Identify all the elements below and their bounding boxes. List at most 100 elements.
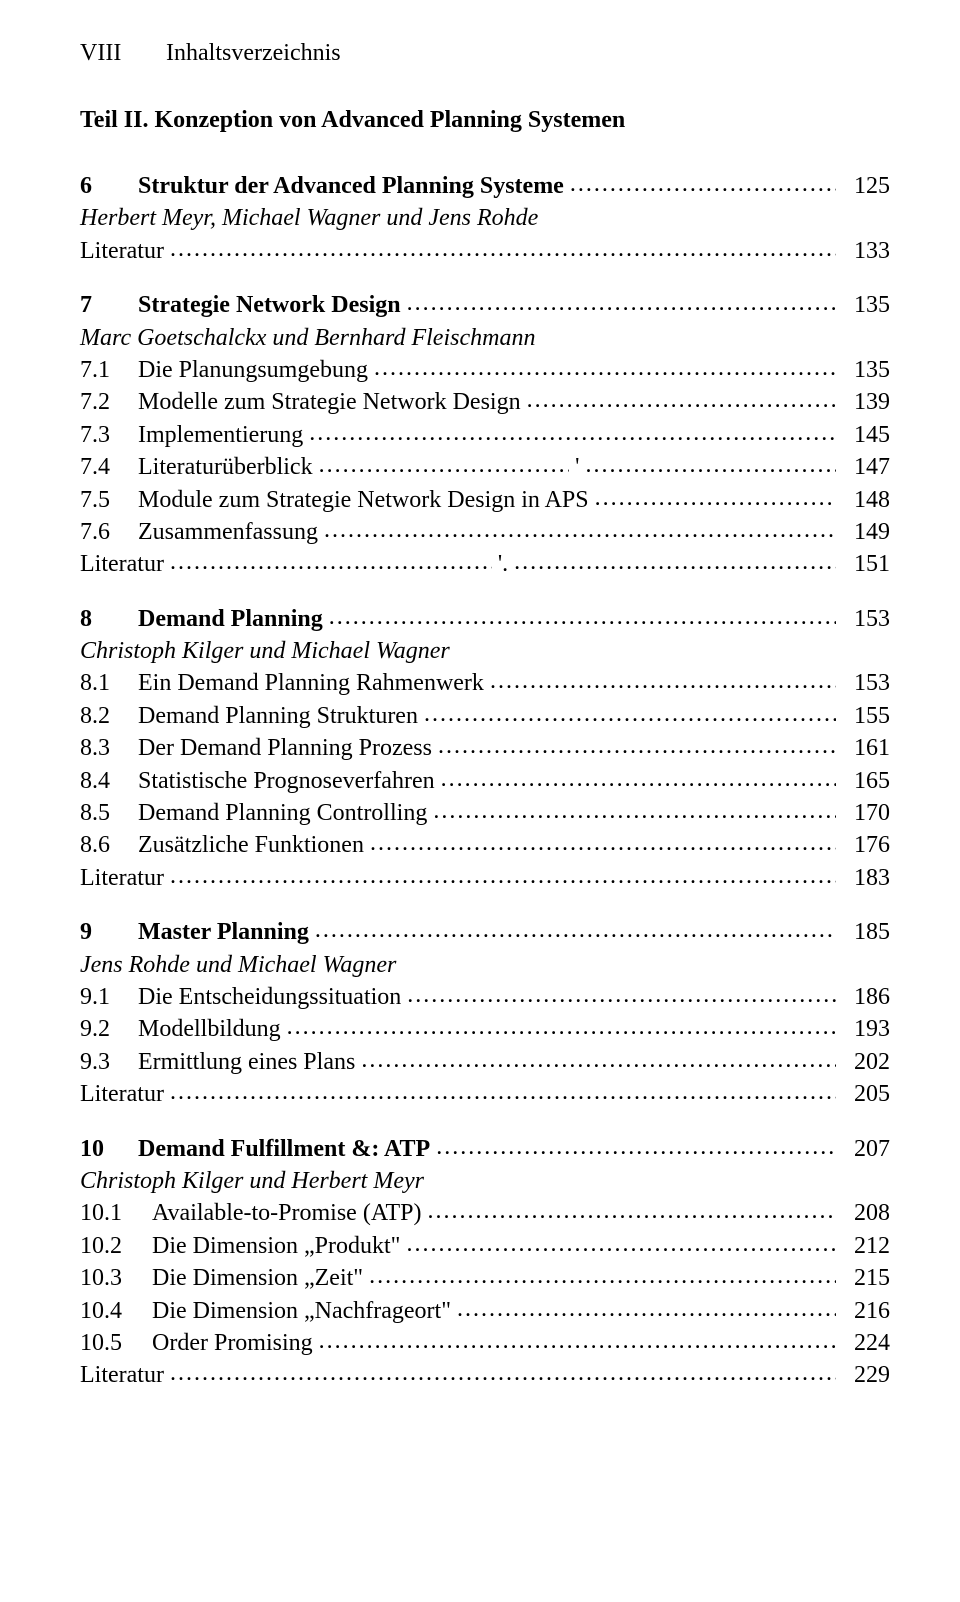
dot-leader bbox=[370, 827, 836, 859]
dot-leader bbox=[170, 546, 492, 578]
toc-entry: 7.4 Literaturüberblick ' 147 bbox=[80, 451, 890, 483]
dot-leader bbox=[170, 233, 836, 265]
page-ref: 207 bbox=[842, 1133, 890, 1165]
chapter-number: 7 bbox=[80, 289, 138, 321]
toc-entry: 8.2 Demand Planning Strukturen 155 bbox=[80, 700, 890, 732]
page-ref: 165 bbox=[842, 765, 890, 797]
page-ref: 229 bbox=[842, 1359, 890, 1391]
toc-entry: 8.5 Demand Planning Controlling 170 bbox=[80, 797, 890, 829]
page-ref: 153 bbox=[842, 667, 890, 699]
dot-leader bbox=[329, 601, 836, 633]
toc-entry: 10 Demand Fulfillment &: ATP 207 bbox=[80, 1133, 890, 1165]
chapter-number: 9 bbox=[80, 916, 138, 948]
chapter-authors: Christoph Kilger und Michael Wagner bbox=[80, 635, 890, 667]
toc-entry: 8.6 Zusätzliche Funktionen 176 bbox=[80, 829, 890, 861]
toc-entry: 10.4 Die Dimension „Nachfrageort" 216 bbox=[80, 1295, 890, 1327]
toc-entry: 7.2 Modelle zum Strategie Network Design… bbox=[80, 386, 890, 418]
section-title: Module zum Strategie Network Design in A… bbox=[138, 484, 589, 516]
section-number: 10.4 bbox=[80, 1295, 152, 1327]
part-title: Teil II. Konzeption von Advanced Plannin… bbox=[80, 107, 890, 134]
dot-leader bbox=[361, 1044, 836, 1076]
toc-entry: 7.3 Implementierung 145 bbox=[80, 419, 890, 451]
page-ref: 185 bbox=[842, 916, 890, 948]
dot-leader bbox=[406, 1228, 836, 1260]
toc-entry: Literatur 133 bbox=[80, 235, 890, 267]
toc-entry: Literatur 229 bbox=[80, 1359, 890, 1391]
section-number: 8.4 bbox=[80, 765, 138, 797]
section-number: 8.2 bbox=[80, 700, 138, 732]
page-ref: 139 bbox=[842, 386, 890, 418]
chapter-title: Master Planning bbox=[138, 916, 309, 948]
section-number: 8.5 bbox=[80, 797, 138, 829]
page-ref: 147 bbox=[842, 451, 890, 483]
section-number: 7.5 bbox=[80, 484, 138, 516]
toc-entry: Literatur 183 bbox=[80, 862, 890, 894]
page-number-roman: VIII bbox=[80, 40, 160, 67]
dot-leader bbox=[441, 763, 836, 795]
dot-leader bbox=[595, 482, 836, 514]
dot-leader bbox=[490, 665, 836, 697]
toc-entry: 6 Struktur der Advanced Planning Systeme… bbox=[80, 170, 890, 202]
section-title: Available-to-Promise (ATP) bbox=[152, 1197, 422, 1229]
page-ref: 186 bbox=[842, 981, 890, 1013]
page-ref: 151 bbox=[842, 548, 890, 580]
section-number: 7.6 bbox=[80, 516, 138, 548]
mark: ' bbox=[575, 451, 579, 483]
toc-chapter-6: 6 Struktur der Advanced Planning Systeme… bbox=[80, 170, 890, 267]
page-ref: 135 bbox=[842, 289, 890, 321]
section-number: 9.1 bbox=[80, 981, 138, 1013]
page-ref: 208 bbox=[842, 1197, 890, 1229]
dot-leader bbox=[457, 1293, 836, 1325]
toc-entry: 7 Strategie Network Design 135 bbox=[80, 289, 890, 321]
section-title: Die Planungsumgebung bbox=[138, 354, 368, 386]
dot-leader bbox=[570, 168, 836, 200]
section-number: 7.2 bbox=[80, 386, 138, 418]
toc-entry: Literatur 205 bbox=[80, 1078, 890, 1110]
toc-chapter-10: 10 Demand Fulfillment &: ATP 207 Christo… bbox=[80, 1133, 890, 1392]
toc-chapter-8: 8 Demand Planning 153 Christoph Kilger u… bbox=[80, 603, 890, 895]
toc-entry: 7.6 Zusammenfassung 149 bbox=[80, 516, 890, 548]
page-ref: 224 bbox=[842, 1327, 890, 1359]
page-ref: 145 bbox=[842, 419, 890, 451]
toc-entry: 8.4 Statistische Prognoseverfahren 165 bbox=[80, 765, 890, 797]
page-ref: 153 bbox=[842, 603, 890, 635]
dot-leader bbox=[319, 449, 570, 481]
dot-leader bbox=[374, 352, 836, 384]
section-title: Die Dimension „Zeit" bbox=[152, 1262, 363, 1294]
chapter-authors: Jens Rohde und Michael Wagner bbox=[80, 949, 890, 981]
page-ref: 125 bbox=[842, 170, 890, 202]
section-number: 8.1 bbox=[80, 667, 138, 699]
toc-entry: 8 Demand Planning 153 bbox=[80, 603, 890, 635]
chapter-authors: Herbert Meyr, Michael Wagner und Jens Ro… bbox=[80, 202, 890, 234]
chapter-authors: Christoph Kilger und Herbert Meyr bbox=[80, 1165, 890, 1197]
section-title: Die Dimension „Nachfrageort" bbox=[152, 1295, 451, 1327]
toc-entry: 9.1 Die Entscheidungssituation 186 bbox=[80, 981, 890, 1013]
section-number: 9.2 bbox=[80, 1013, 138, 1045]
toc-chapter-9: 9 Master Planning 185 Jens Rohde und Mic… bbox=[80, 916, 890, 1110]
dot-leader bbox=[585, 449, 836, 481]
page-ref: 216 bbox=[842, 1295, 890, 1327]
section-number: 7.1 bbox=[80, 354, 138, 386]
literature-label: Literatur bbox=[80, 235, 164, 267]
dot-leader bbox=[527, 384, 836, 416]
toc-entry: 9.2 Modellbildung 193 bbox=[80, 1013, 890, 1045]
chapter-number: 8 bbox=[80, 603, 138, 635]
chapter-title: Struktur der Advanced Planning Systeme bbox=[138, 170, 564, 202]
dot-leader bbox=[436, 1131, 836, 1163]
toc-entry: 9 Master Planning 185 bbox=[80, 916, 890, 948]
dot-leader bbox=[514, 546, 836, 578]
dot-leader bbox=[170, 1076, 836, 1108]
section-title: Implementierung bbox=[138, 419, 303, 451]
chapter-title: Demand Fulfillment &: ATP bbox=[138, 1133, 430, 1165]
section-title: Die Dimension „Produkt" bbox=[152, 1230, 400, 1262]
dot-leader bbox=[407, 979, 836, 1011]
dot-leader bbox=[324, 514, 836, 546]
toc-entry: 10.5 Order Promising 224 bbox=[80, 1327, 890, 1359]
dot-leader bbox=[170, 1357, 836, 1389]
section-title: Ein Demand Planning Rahmenwerk bbox=[138, 667, 484, 699]
toc-entry: 10.3 Die Dimension „Zeit" 215 bbox=[80, 1262, 890, 1294]
section-number: 7.3 bbox=[80, 419, 138, 451]
section-number: 10.5 bbox=[80, 1327, 152, 1359]
running-header: VIII Inhaltsverzeichnis bbox=[80, 40, 890, 67]
section-title: Der Demand Planning Prozess bbox=[138, 732, 432, 764]
